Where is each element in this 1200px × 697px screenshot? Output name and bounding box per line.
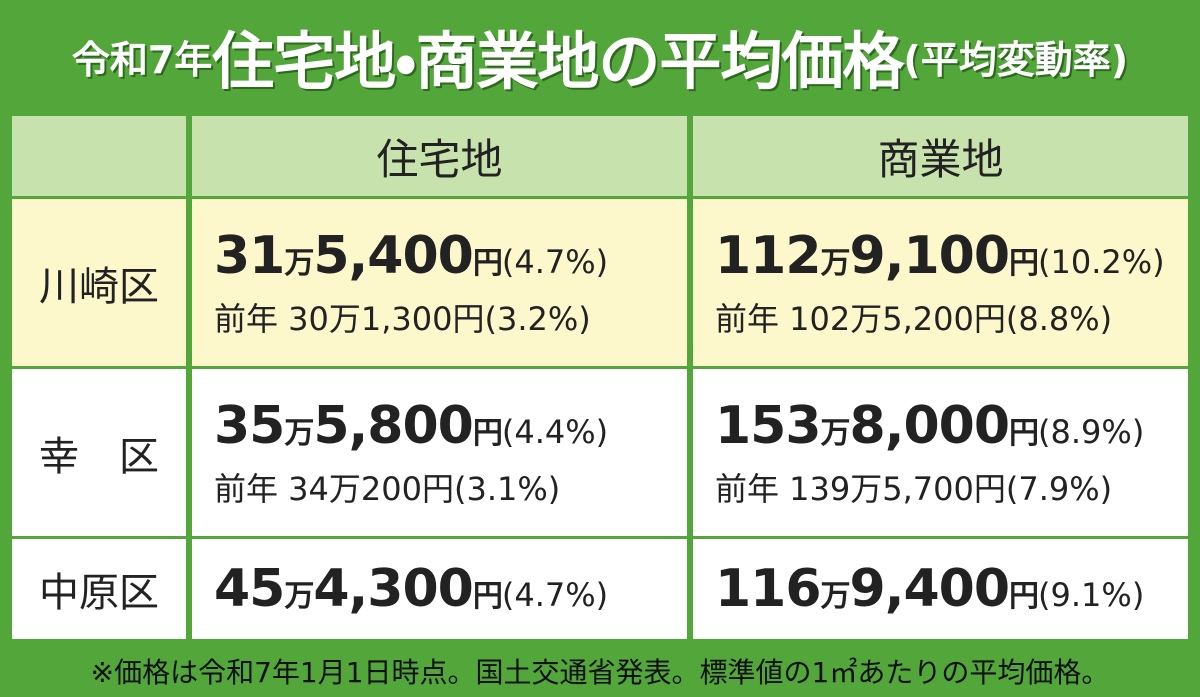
- previous-year: 前年 30万1,300円(3.2%): [214, 299, 591, 338]
- price: 112万9,100円: [715, 225, 1039, 286]
- title-suffix: (平均変動率): [903, 37, 1129, 82]
- price-cell: 35万5,800円 (4.4%) 前年 34万200円(3.1%): [192, 369, 687, 536]
- price: 116万9,400円: [715, 559, 1039, 619]
- change-rate: (8.9%): [1038, 412, 1145, 451]
- price-cell: 112万9,100円 (10.2%) 前年 102万5,200円(8.8%): [693, 199, 1188, 366]
- price-table: 住宅地 商業地 川崎区 31万5,400円 (4.7%) 前年 30万1,300円(3.2…: [12, 116, 1188, 642]
- price: 45万4,300円: [214, 559, 503, 619]
- price-line: 35万5,800円 (4.4%): [214, 396, 687, 456]
- title-main: 住宅地・商業地の平均価格: [212, 25, 904, 98]
- price-line: 45万4,300円 (4.7%): [214, 559, 687, 619]
- column-header: 商業地: [693, 116, 1188, 196]
- column-header: 住宅地: [192, 116, 687, 196]
- footnote: ※価格は令和7年1月1日時点。国土交通省発表。標準値の1㎡あたりの平均価格。: [90, 656, 1110, 689]
- row-label: 幸 区: [12, 369, 186, 536]
- price: 153万8,000円: [715, 395, 1039, 456]
- price-line: 112万9,100円 (10.2%): [715, 226, 1188, 286]
- price-line: 116万9,400円 (9.1%): [715, 559, 1188, 619]
- price-cell: 45万4,300円 (4.7%): [192, 539, 687, 639]
- change-rate: (9.1%): [1038, 576, 1145, 614]
- change-rate: (4.7%): [501, 242, 609, 281]
- row-label: 川崎区: [12, 199, 186, 366]
- price: 35万5,800円: [214, 395, 503, 456]
- price: 31万5,400円: [214, 225, 503, 286]
- price-cell: 31万5,400円 (4.7%) 前年 30万1,300円(3.2%): [192, 199, 687, 366]
- title-bar: 令和7年 住宅地・商業地の平均価格 (平均変動率): [0, 0, 1200, 112]
- change-rate: (4.4%): [501, 412, 609, 451]
- previous-year: 前年 102万5,200円(8.8%): [715, 299, 1113, 338]
- change-rate: (10.2%): [1038, 242, 1165, 281]
- price-line: 31万5,400円 (4.7%): [214, 226, 687, 286]
- price-line: 153万8,000円 (8.9%): [715, 396, 1188, 456]
- change-rate: (4.7%): [501, 576, 609, 614]
- header-corner: [12, 116, 186, 196]
- previous-year: 前年 34万200円(3.1%): [214, 469, 561, 508]
- row-label: 中原区: [12, 539, 186, 639]
- price-cell: 153万8,000円 (8.9%) 前年 139万5,700円(7.9%): [693, 369, 1188, 536]
- previous-year: 前年 139万5,700円(7.9%): [715, 469, 1113, 508]
- price-cell: 116万9,400円 (9.1%): [693, 539, 1188, 639]
- title-prefix: 令和7年: [71, 37, 213, 82]
